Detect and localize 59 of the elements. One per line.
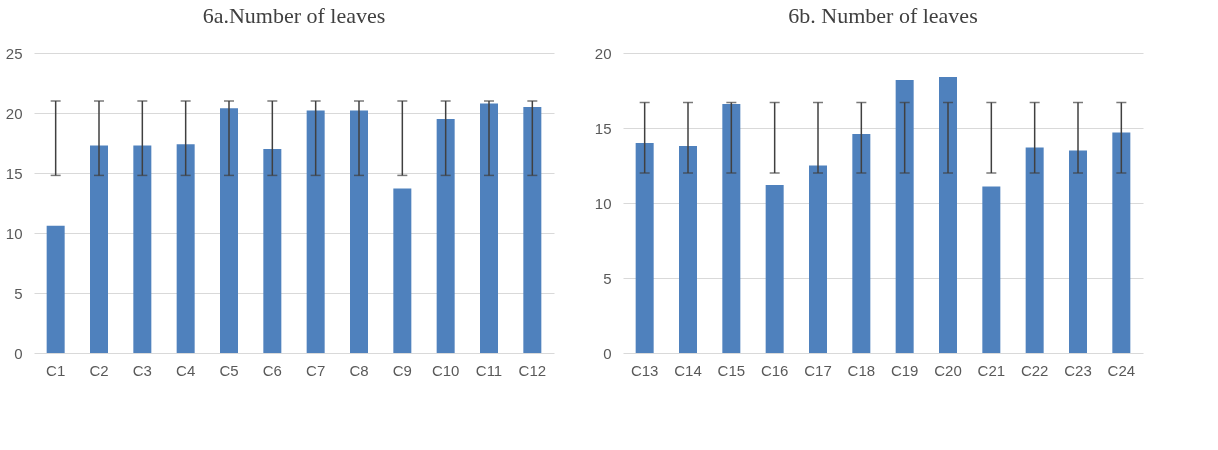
x-tick-label: C20 (934, 361, 962, 379)
x-tick-label: C5 (219, 361, 239, 379)
bar (765, 185, 784, 353)
x-tick-label: C15 (717, 361, 746, 379)
bar (133, 145, 152, 353)
y-tick-label: 15 (594, 119, 612, 137)
x-tick-label: C9 (392, 361, 412, 379)
x-tick-label: C14 (674, 361, 702, 379)
bar (635, 143, 654, 353)
bar (90, 145, 108, 353)
x-tick-label: C22 (1020, 361, 1049, 379)
x-tick-label: C12 (518, 361, 547, 379)
bar (523, 107, 542, 353)
chart-title: 6b. Number of leaves (788, 3, 978, 28)
y-tick-label: 10 (594, 194, 612, 212)
x-tick-label: C23 (1064, 361, 1092, 379)
bar (306, 110, 325, 353)
x-tick-label: C24 (1107, 361, 1136, 379)
bar (1069, 150, 1087, 353)
x-tick-label: C2 (89, 361, 109, 379)
bar (46, 225, 65, 353)
y-tick-label: 0 (603, 344, 612, 362)
bar (939, 77, 957, 353)
bar (1025, 147, 1044, 353)
bar (852, 134, 871, 353)
x-tick-label: C19 (890, 361, 919, 379)
bar (350, 110, 368, 353)
x-tick-label: C7 (306, 361, 326, 379)
y-tick-label: 5 (14, 284, 23, 302)
x-tick-label: C11 (475, 361, 503, 379)
x-tick-label: C4 (176, 361, 196, 379)
bar (220, 108, 238, 353)
x-tick-label: C13 (630, 361, 659, 379)
bar (982, 186, 1001, 353)
bar (176, 144, 195, 353)
y-tick-label: 0 (14, 344, 23, 362)
y-tick-label: 25 (5, 44, 23, 62)
bar (263, 149, 282, 353)
x-tick-label: C3 (132, 361, 152, 379)
x-tick-label: C17 (804, 361, 832, 379)
y-tick-label: 15 (5, 164, 23, 182)
bar (809, 165, 827, 353)
bar (679, 146, 697, 353)
y-tick-label: 20 (5, 104, 23, 122)
bar (895, 80, 914, 353)
x-tick-label: C6 (262, 361, 282, 379)
y-tick-label: 20 (594, 44, 612, 62)
y-tick-label: 10 (5, 224, 23, 242)
bar (393, 188, 412, 353)
bar (436, 119, 455, 353)
x-tick-label: C21 (977, 361, 1006, 379)
x-tick-label: C8 (349, 361, 369, 379)
x-tick-label: C16 (760, 361, 789, 379)
x-tick-label: C1 (46, 361, 66, 379)
chart-title: 6a.Number of leaves (202, 3, 386, 28)
x-tick-label: C18 (847, 361, 876, 379)
y-tick-label: 5 (603, 269, 612, 287)
x-tick-label: C10 (431, 361, 460, 379)
bar (1112, 132, 1131, 353)
